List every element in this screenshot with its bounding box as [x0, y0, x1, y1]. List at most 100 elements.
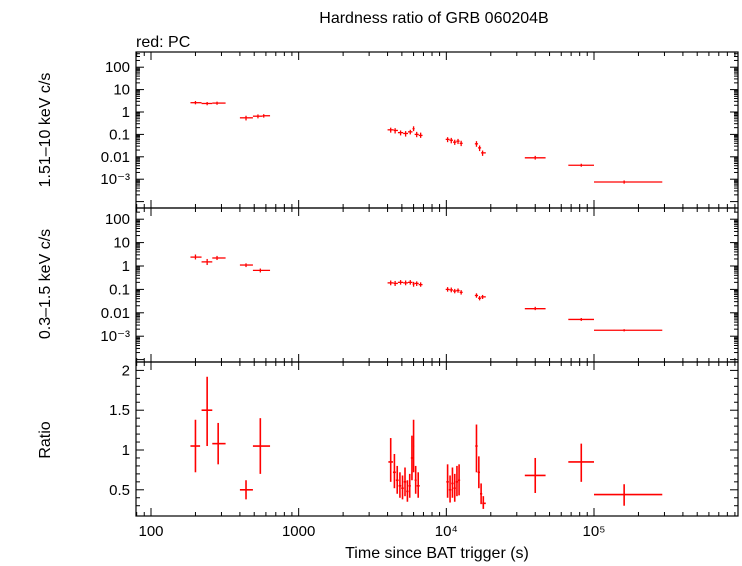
data-point-hard — [445, 137, 450, 143]
data-point-ratio — [448, 475, 452, 503]
data-point-ratio — [395, 465, 399, 494]
data-point-soft — [414, 281, 419, 286]
data-point-soft — [239, 263, 253, 268]
legend-text: red: PC — [136, 34, 190, 51]
x-tick-label: 10⁴ — [435, 523, 458, 540]
data-point-soft — [456, 288, 460, 293]
y-tick-label: 10 — [113, 235, 130, 252]
data-point-ratio — [594, 484, 663, 506]
y-tick-label: 10⁻³ — [100, 171, 130, 188]
data-point-hard — [524, 155, 546, 160]
axes-layer: 100 1000 10⁴ 10⁵ 100 10 1 0.1 0.01 10⁻³ 100 10 1 0.1 0… — [100, 51, 739, 540]
x-tick-label: 100 — [138, 523, 163, 540]
data-point-soft — [387, 280, 394, 286]
data-point-hard — [397, 130, 404, 136]
data-point-soft — [481, 294, 486, 299]
data-point-ratio — [398, 472, 402, 498]
data-point-ratio — [455, 465, 459, 497]
data-point-soft — [568, 317, 594, 321]
data-point-soft — [252, 268, 271, 273]
data-point-hard — [449, 137, 454, 144]
data-point-soft — [524, 306, 546, 311]
x-tick-label: 1000 — [282, 523, 315, 540]
data-point-ratio — [406, 480, 409, 502]
data-point-hard — [453, 139, 457, 145]
data-point-ratio — [416, 472, 420, 498]
data-point-hard — [190, 100, 202, 105]
data-point-ratio — [475, 424, 478, 473]
data-point-ratio — [392, 453, 396, 489]
data-point-soft — [407, 280, 413, 285]
y-tick-label: 0.1 — [109, 126, 130, 143]
y-tick-label: 1.5 — [109, 402, 130, 419]
x-axis-label: Time since BAT trigger (s) — [345, 545, 529, 562]
x-tick-label: 10⁵ — [583, 523, 606, 540]
data-point-soft — [459, 290, 463, 295]
y-axis-label-ratio: Ratio — [37, 421, 54, 458]
panel-frame-soft — [135, 207, 739, 363]
data-point-ratio — [479, 483, 483, 505]
data-point-hard — [481, 150, 486, 156]
data-point-soft — [403, 280, 408, 286]
data-point-hard — [412, 126, 415, 132]
y-tick-label: 10 — [113, 82, 130, 99]
data-point-hard — [212, 101, 226, 105]
data-point-soft — [393, 280, 398, 286]
y-tick-label: 1 — [122, 104, 130, 121]
data-point-hard — [474, 141, 479, 147]
data-point-ratio — [482, 496, 486, 509]
data-point-soft — [449, 287, 454, 293]
data-point-soft — [594, 329, 663, 332]
y-tick-label: 0.1 — [109, 281, 130, 298]
data-point-soft — [412, 281, 415, 287]
data-point-hard — [252, 114, 263, 119]
data-point-ratio — [414, 465, 417, 494]
y-tick-label: 100 — [105, 211, 130, 228]
data-point-hard — [478, 145, 482, 152]
y-tick-label: 100 — [105, 59, 130, 76]
data-point-hard — [568, 163, 594, 167]
data-point-hard — [387, 127, 394, 133]
y-tick-label: 1 — [122, 442, 130, 459]
data-point-hard — [414, 131, 419, 138]
data-point-soft — [478, 296, 482, 301]
data-point-ratio — [190, 419, 201, 473]
data-point-ratio — [453, 473, 456, 502]
y-tick-label: 10⁻³ — [100, 328, 130, 345]
data-point-ratio — [410, 435, 414, 481]
y-tick-label: 0.01 — [101, 305, 130, 322]
data-point-hard — [403, 131, 408, 137]
data-point-hard — [456, 138, 460, 145]
data-point-ratio — [568, 443, 594, 482]
data-point-ratio — [451, 467, 454, 498]
data-point-ratio — [403, 467, 407, 497]
data-point-hard — [459, 140, 463, 147]
data-point-hard — [393, 128, 398, 134]
y-axis-label-soft: 0.3–1.5 keV c/s — [37, 229, 54, 339]
data-point-soft — [201, 258, 213, 266]
data-point-ratio — [239, 480, 253, 500]
data-point-soft — [474, 293, 479, 298]
data-point-soft — [445, 287, 450, 292]
data-point-hard — [594, 180, 663, 184]
y-axis-label-hard: 1.51–10 keV c/s — [37, 73, 54, 188]
marks-layer — [190, 100, 663, 509]
data-point-ratio — [408, 473, 411, 498]
data-point-ratio — [412, 419, 415, 473]
data-point-ratio — [524, 457, 546, 493]
y-tick-label: 0.01 — [101, 149, 130, 166]
data-point-soft — [418, 282, 423, 287]
data-point-ratio — [212, 422, 226, 465]
data-point-ratio — [458, 464, 461, 496]
data-point-soft — [453, 288, 457, 294]
y-tick-label: 0.5 — [109, 482, 130, 499]
data-point-soft — [190, 254, 202, 260]
y-tick-label: 1 — [122, 258, 130, 275]
panel-frame-ratio — [135, 361, 739, 517]
data-point-ratio — [446, 464, 449, 498]
data-point-ratio — [252, 418, 271, 474]
data-point-soft — [397, 280, 404, 285]
data-point-ratio — [477, 456, 480, 489]
data-point-soft — [212, 255, 226, 261]
